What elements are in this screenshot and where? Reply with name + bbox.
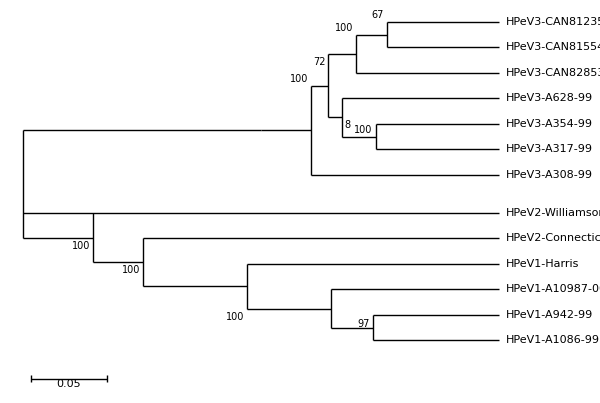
Text: 100: 100 <box>122 266 140 275</box>
Text: HPeV3-A628-99: HPeV3-A628-99 <box>506 93 593 103</box>
Text: HPeV3-A308-99: HPeV3-A308-99 <box>506 170 593 180</box>
Text: 72: 72 <box>313 57 325 67</box>
Text: 100: 100 <box>226 312 244 322</box>
Text: HPeV3-A354-99: HPeV3-A354-99 <box>506 119 593 129</box>
Text: 100: 100 <box>71 241 90 251</box>
Text: HPeV1-A942-99: HPeV1-A942-99 <box>506 310 593 320</box>
Text: HPeV3-CAN82853: HPeV3-CAN82853 <box>506 68 600 78</box>
Text: 67: 67 <box>371 10 384 20</box>
Text: HPeV1-Harris: HPeV1-Harris <box>506 259 579 269</box>
Text: HPeV1-A10987-00: HPeV1-A10987-00 <box>506 285 600 295</box>
Text: HPeV3-A317-99: HPeV3-A317-99 <box>506 144 593 154</box>
Text: 8: 8 <box>345 120 351 130</box>
Text: 100: 100 <box>335 23 353 33</box>
Text: HPeV2-Connecticut: HPeV2-Connecticut <box>506 233 600 243</box>
Text: 100: 100 <box>290 74 308 84</box>
Text: HPeV1-A1086-99: HPeV1-A1086-99 <box>506 335 599 345</box>
Text: HPeV3-CAN81235: HPeV3-CAN81235 <box>506 17 600 27</box>
Text: 97: 97 <box>358 320 370 329</box>
Text: HPeV2-Williamson: HPeV2-Williamson <box>506 208 600 218</box>
Text: 0.05: 0.05 <box>56 379 82 389</box>
Text: 100: 100 <box>355 125 373 135</box>
Text: HPeV3-CAN81554: HPeV3-CAN81554 <box>506 42 600 52</box>
